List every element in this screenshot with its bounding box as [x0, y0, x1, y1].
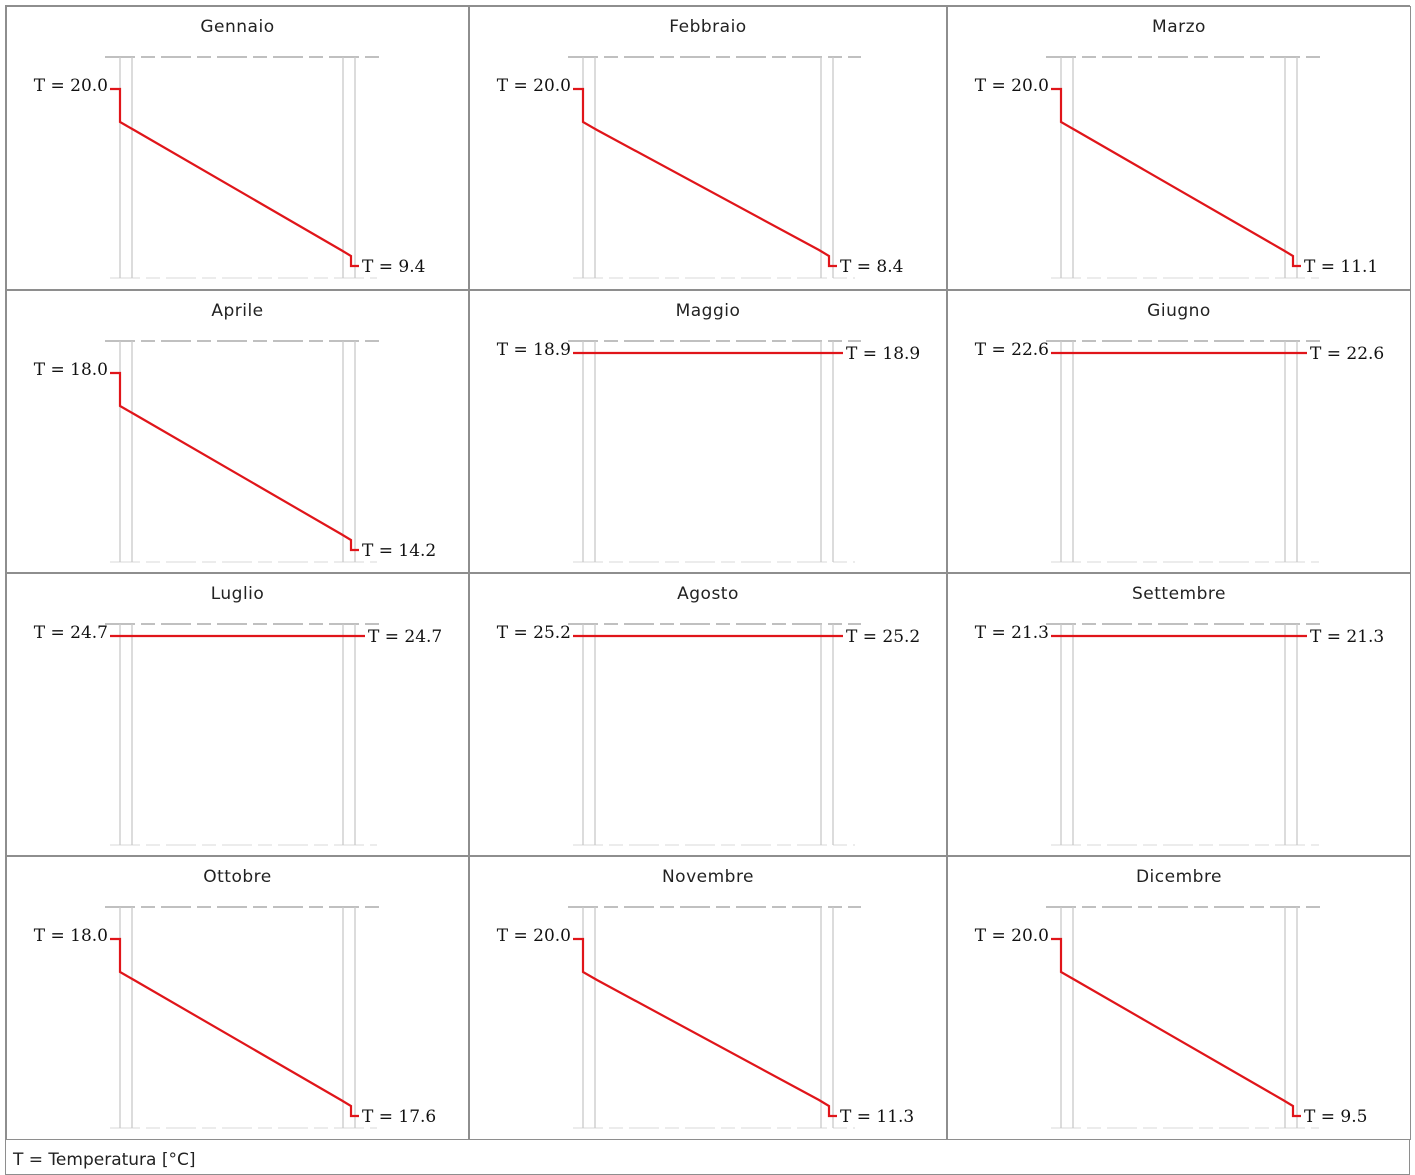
month-cell-marzo: Marzo T = 20.0 T = 11.1 [947, 6, 1411, 290]
month-cell-maggio: Maggio T = 18.9 T = 18.9 [469, 290, 947, 573]
month-cell-febbraio: Febbraio T = 20.0 T = 8.4 [469, 6, 947, 290]
month-cell-giugno: Giugno T = 22.6 T = 22.6 [947, 290, 1411, 573]
inside-temperature-label: T = 20.0 [975, 926, 1049, 946]
month-title: Dicembre [1135, 867, 1223, 887]
inside-temperature-label: T = 22.6 [975, 340, 1049, 360]
temperature-profile-line [1051, 87, 1301, 268]
inside-temperature-label: T = 20.0 [34, 76, 108, 96]
month-cell-settembre: Settembre T = 21.3 T = 21.3 [947, 573, 1411, 856]
outside-temperature-label: T = 18.9 [846, 344, 920, 364]
inside-temperature-label: T = 24.7 [34, 623, 108, 643]
wall-section-diagram: T = 20.0 T = 9.4 [34, 56, 425, 279]
month-cell-luglio: Luglio T = 24.7 T = 24.7 [6, 573, 469, 856]
wall-section-diagram: T = 21.3 T = 21.3 [975, 623, 1384, 846]
inside-temperature-label: T = 21.3 [975, 623, 1049, 643]
month-title: Ottobre [203, 867, 272, 887]
wall-section-diagram: T = 20.0 T = 8.4 [497, 56, 903, 279]
outside-temperature-label: T = 25.2 [846, 627, 920, 647]
month-title: Aprile [211, 301, 264, 321]
wall-section-diagram: T = 24.7 T = 24.7 [34, 623, 442, 846]
temperature-profile-line [573, 937, 837, 1118]
inside-temperature-label: T = 20.0 [497, 76, 571, 96]
wall-section-diagram: T = 20.0 T = 11.1 [975, 56, 1378, 279]
month-diagram-grid: Gennaio T = 20.0 T = 9.4 Febbraio T = 20.0 T … [5, 5, 1411, 1175]
month-cell-novembre: Novembre T = 20.0 T = 11.3 [469, 856, 947, 1140]
month-title: Agosto [677, 584, 739, 604]
wall-section-diagram: T = 25.2 T = 25.2 [497, 623, 920, 846]
legend-row: T = Temperatura [°C] [5, 1139, 1410, 1175]
month-title: Novembre [661, 867, 755, 887]
outside-temperature-label: T = 24.7 [368, 627, 442, 647]
wall-section-diagram: T = 20.0 T = 9.5 [975, 906, 1367, 1129]
month-title: Febbraio [669, 17, 747, 37]
month-cell-agosto: Agosto T = 25.2 T = 25.2 [469, 573, 947, 856]
inside-temperature-label: T = 18.9 [497, 340, 571, 360]
month-title: Maggio [675, 301, 741, 321]
wall-section-diagram: T = 20.0 T = 11.3 [497, 906, 914, 1129]
month-cell-aprile: Aprile T = 18.0 T = 14.2 [6, 290, 469, 573]
wall-section-diagram: T = 18.0 T = 14.2 [34, 340, 436, 563]
inside-temperature-label: T = 18.0 [34, 926, 108, 946]
outside-temperature-label: T = 22.6 [1310, 344, 1384, 364]
inside-temperature-label: T = 20.0 [975, 76, 1049, 96]
outside-temperature-label: T = 14.2 [362, 541, 436, 561]
month-title: Luglio [210, 584, 265, 604]
inside-temperature-label: T = 20.0 [497, 926, 571, 946]
outside-temperature-label: T = 21.3 [1310, 627, 1384, 647]
outside-temperature-label: T = 9.4 [362, 257, 425, 277]
temperature-profile-line [1051, 937, 1301, 1118]
wall-section-diagram: T = 18.0 T = 17.6 [34, 906, 436, 1129]
month-cell-gennaio: Gennaio T = 20.0 T = 9.4 [6, 6, 469, 290]
month-title: Giugno [1147, 301, 1211, 321]
temperature-profile-line [110, 937, 359, 1118]
wall-section-diagram: T = 22.6 T = 22.6 [975, 340, 1384, 563]
inside-temperature-label: T = 18.0 [34, 360, 108, 380]
month-title: Marzo [1152, 17, 1206, 37]
outside-temperature-label: T = 11.1 [1304, 257, 1378, 277]
outside-temperature-label: T = 9.5 [1304, 1107, 1367, 1127]
outside-temperature-label: T = 11.3 [840, 1107, 914, 1127]
month-cell-dicembre: Dicembre T = 20.0 T = 9.5 [947, 856, 1411, 1140]
temperature-profile-line [110, 371, 359, 552]
outside-temperature-label: T = 8.4 [840, 257, 903, 277]
inside-temperature-label: T = 25.2 [497, 623, 571, 643]
month-title: Gennaio [200, 17, 275, 37]
month-cell-ottobre: Ottobre T = 18.0 T = 17.6 [6, 856, 469, 1140]
temperature-profile-line [573, 87, 837, 268]
outside-temperature-label: T = 17.6 [362, 1107, 436, 1127]
temperature-profile-line [110, 87, 359, 268]
month-title: Settembre [1132, 584, 1226, 604]
legend-text: T = Temperatura [°C] [13, 1150, 196, 1170]
wall-section-diagram: T = 18.9 T = 18.9 [497, 340, 920, 563]
